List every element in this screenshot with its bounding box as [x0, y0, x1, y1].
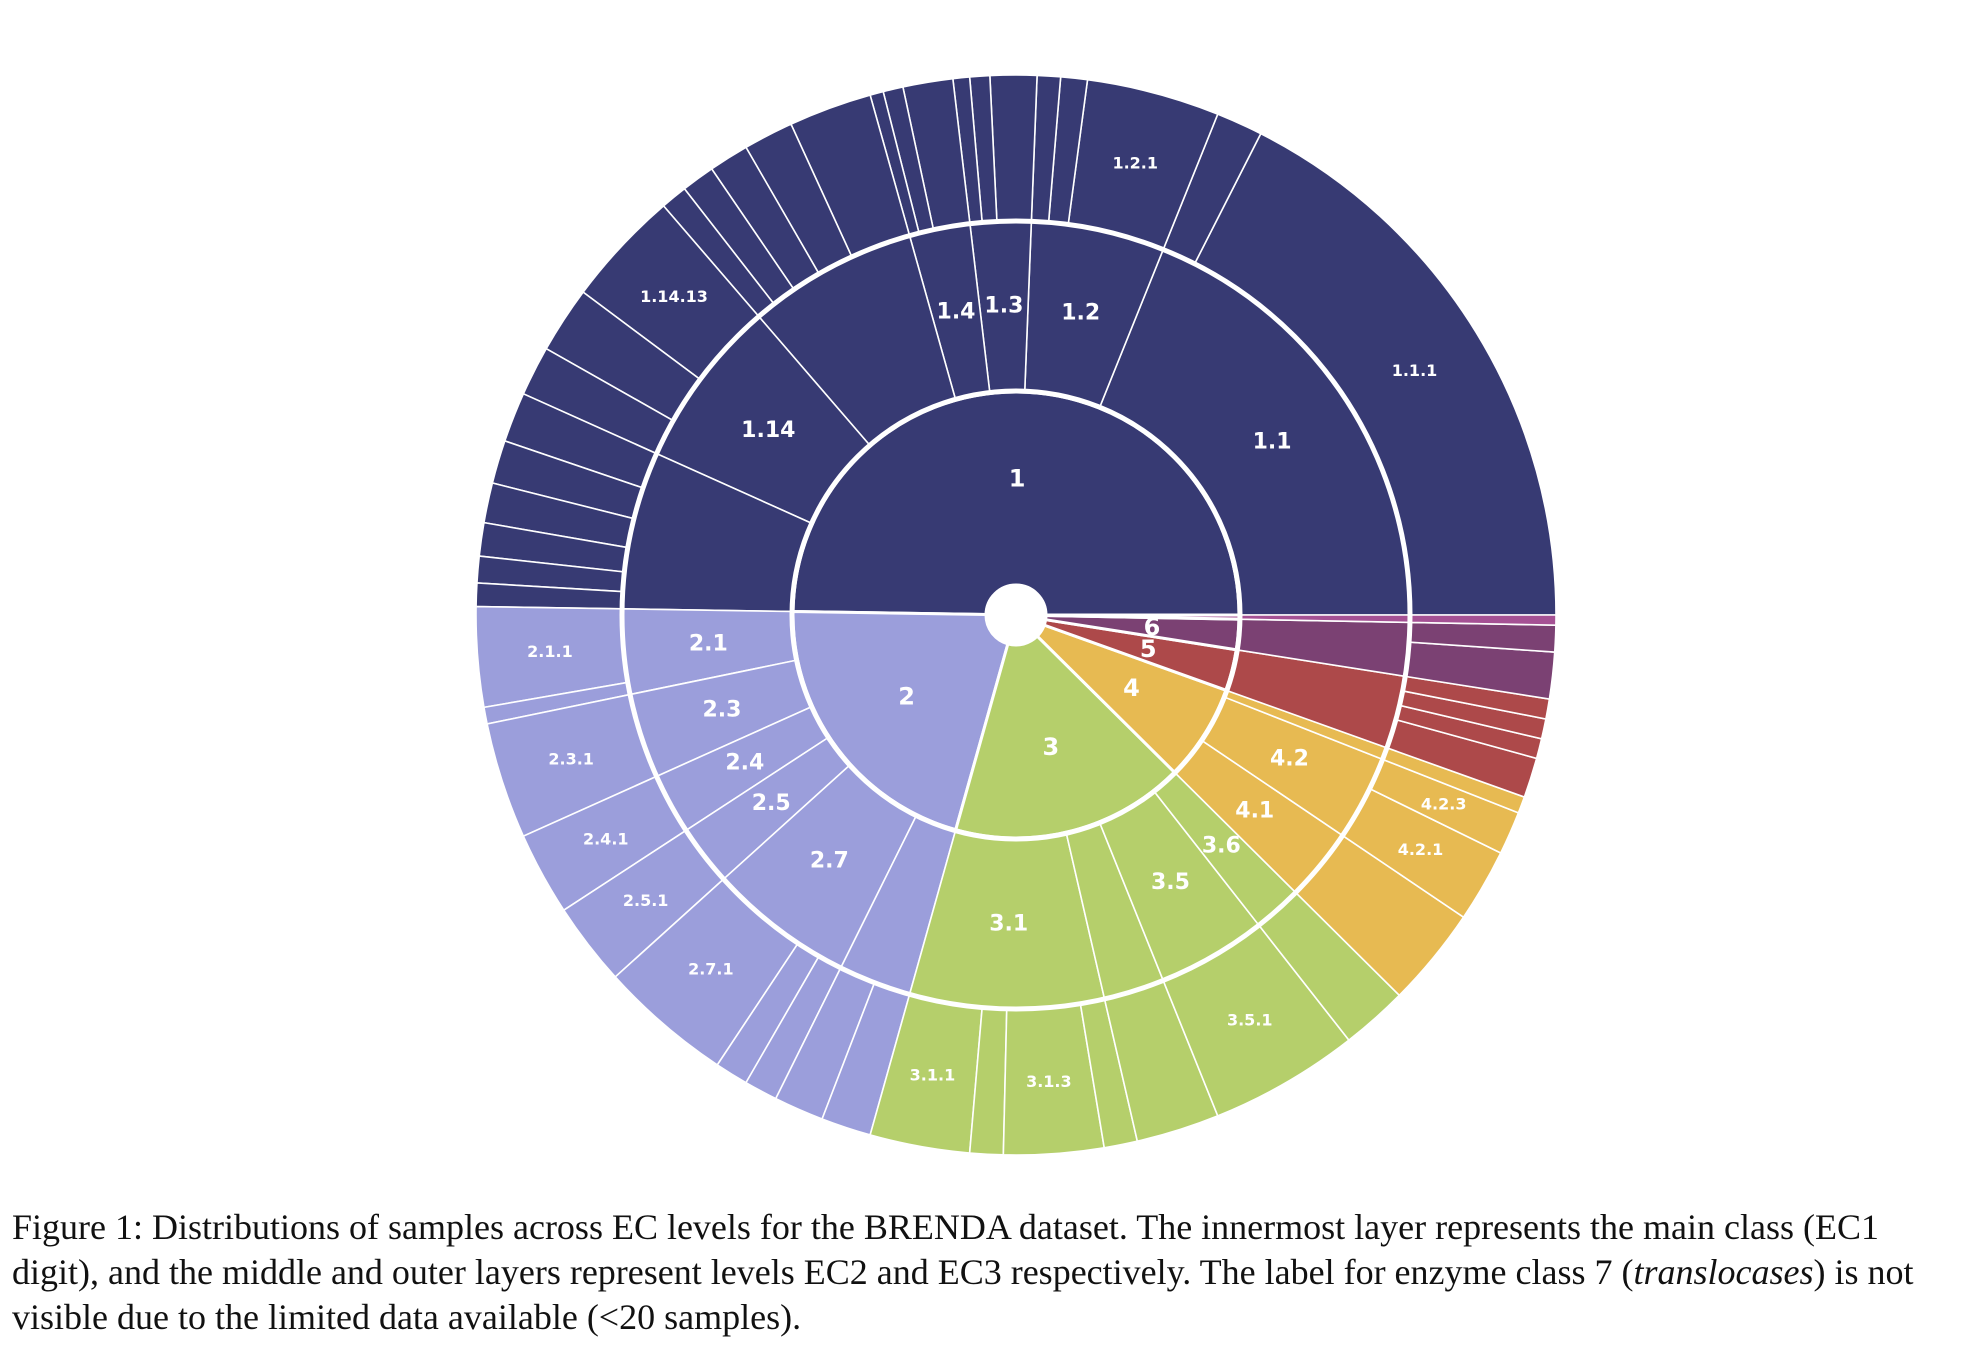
center-hole [986, 585, 1046, 645]
ring-ec1 [791, 390, 1241, 840]
segment-label-1-1: 1.1 [1253, 430, 1292, 455]
caption-text-end: ) is not visible due to the limited data… [12, 1252, 1914, 1337]
segment-label-1: 1 [1009, 465, 1026, 493]
segment-label-3-6: 3.6 [1202, 833, 1241, 858]
segment-label-2: 2 [898, 683, 915, 711]
segment-label-2-5-1: 2.5.1 [623, 891, 669, 910]
segment-label-3-1: 3.1 [989, 911, 1028, 936]
segment-label-1-3: 1.3 [984, 294, 1023, 319]
segment-label-3-5-1: 3.5.1 [1227, 1010, 1273, 1029]
segment-label-3-1-3: 3.1.3 [1026, 1072, 1072, 1091]
segment-label-2-3-1: 2.3.1 [548, 749, 594, 768]
segment-labels: 1 1.1 1.1.1 1.2 1.2.1 1.3 1.4 1.14 1.14.13 2 2.1 2.… [527, 153, 1466, 1090]
segment-label-1-4: 1.4 [937, 299, 976, 324]
segment-label-1-2: 1.2 [1061, 300, 1100, 325]
segment-label-4: 4 [1123, 674, 1140, 702]
segment-label-1-14-13: 1.14.13 [640, 287, 708, 306]
segment-label-2-7-1: 2.7.1 [688, 960, 734, 979]
segment-label-3: 3 [1042, 733, 1059, 761]
segment-label-2-4-1: 2.4.1 [583, 830, 629, 849]
segment-label-2-3: 2.3 [702, 698, 741, 723]
ring-separator [789, 388, 1243, 842]
segment-label-1-14: 1.14 [741, 418, 795, 443]
segment-label-2-4: 2.4 [725, 751, 764, 776]
segment-label-4-2-3: 4.2.3 [1421, 794, 1467, 813]
segment-ec3-7-0-0 [1410, 614, 1557, 626]
segment-label-3-5: 3.5 [1151, 870, 1190, 895]
segment-label-4-2: 4.2 [1270, 746, 1309, 771]
segment-label-4-1: 4.1 [1235, 799, 1274, 824]
segment-ec3-1-2-0 [989, 74, 1038, 222]
segment-label-1-2-1: 1.2.1 [1112, 153, 1158, 172]
segment-label-5: 5 [1140, 635, 1157, 663]
caption-italic-term: translocases [1633, 1252, 1814, 1292]
segment-label-4-2-1: 4.2.1 [1398, 840, 1444, 859]
segment-label-2-5: 2.5 [752, 791, 791, 816]
sunburst-chart: 1 1.1 1.1.1 1.2 1.2.1 1.3 1.4 1.14 1.14.13 2 2.1 2.… [475, 74, 1557, 1156]
segment-label-6: 6 [1144, 613, 1161, 641]
segment-label-1-1-1: 1.1.1 [1392, 361, 1438, 380]
segment-label-2-1-1: 2.1.1 [527, 642, 573, 661]
caption-text-start: Distributions of samples across EC level… [12, 1207, 1879, 1292]
caption-figure-label: Figure 1: [12, 1207, 143, 1247]
figure-caption: Figure 1: Distributions of samples acros… [12, 1205, 1962, 1340]
ring-separator [619, 218, 1413, 1012]
segment-label-2-1: 2.1 [689, 631, 728, 656]
segment-label-2-7: 2.7 [810, 849, 849, 874]
segment-label-3-1-1: 3.1.1 [910, 1065, 956, 1084]
